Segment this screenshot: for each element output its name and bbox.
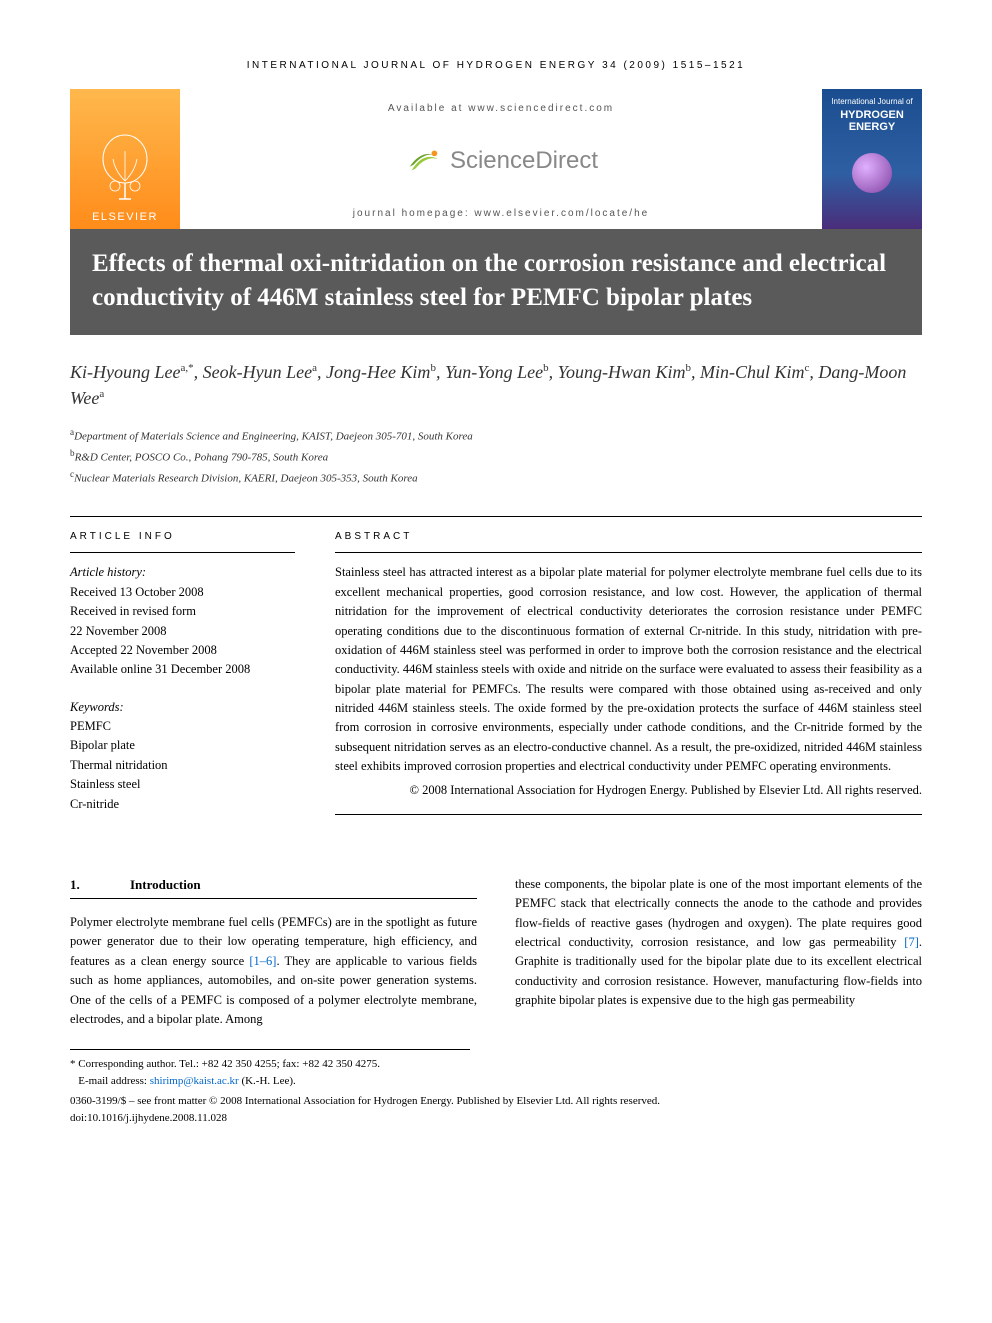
- sciencedirect-text: ScienceDirect: [450, 147, 598, 175]
- section-number: 1.: [70, 875, 130, 895]
- affiliation-line: bR&D Center, POSCO Co., Pohang 790-785, …: [70, 446, 922, 467]
- elsevier-name: ELSEVIER: [92, 211, 158, 223]
- header-center: Available at www.sciencedirect.com Scien…: [180, 89, 822, 229]
- article-info-body: Article history: Received 13 October 200…: [70, 553, 295, 814]
- affiliation-line: aDepartment of Materials Science and Eng…: [70, 425, 922, 446]
- doi-line: doi:10.1016/j.ijhydene.2008.11.028: [70, 1110, 922, 1127]
- abstract-body: Stainless steel has attracted interest a…: [335, 553, 922, 815]
- sciencedirect-logo[interactable]: ScienceDirect: [404, 142, 598, 180]
- cover-title-main: HYDROGEN ENERGY: [826, 109, 918, 133]
- abstract-heading: ABSTRACT: [335, 517, 922, 553]
- front-matter-line: 0360-3199/$ – see front matter © 2008 In…: [70, 1093, 922, 1110]
- section-title: Introduction: [130, 877, 201, 892]
- abstract-text: Stainless steel has attracted interest a…: [335, 565, 922, 773]
- intro-paragraph-1: Polymer electrolyte membrane fuel cells …: [70, 913, 477, 1029]
- cover-sphere-graphic: [852, 153, 892, 193]
- abstract-column: ABSTRACT Stainless steel has attracted i…: [335, 517, 922, 815]
- body-columns: 1.Introduction Polymer electrolyte membr…: [70, 875, 922, 1029]
- abstract-copyright: © 2008 International Association for Hyd…: [335, 781, 922, 800]
- elsevier-logo[interactable]: ELSEVIER: [70, 89, 180, 229]
- info-abstract-row: ARTICLE INFO Article history: Received 1…: [70, 516, 922, 815]
- intro-paragraph-2: these components, the bipolar plate is o…: [515, 875, 922, 1011]
- email-line: E-mail address: shirimp@kaist.ac.kr (K.-…: [70, 1073, 470, 1090]
- keywords-label: Keywords:: [70, 698, 295, 717]
- journal-homepage-text: journal homepage: www.elsevier.com/locat…: [353, 208, 649, 219]
- running-head: INTERNATIONAL JOURNAL OF HYDROGEN ENERGY…: [70, 60, 922, 71]
- cover-title-small: International Journal of: [831, 97, 912, 107]
- affiliation-line: cNuclear Materials Research Division, KA…: [70, 467, 922, 488]
- email-link[interactable]: shirimp@kaist.ac.kr: [150, 1075, 239, 1087]
- header-band: ELSEVIER Available at www.sciencedirect.…: [70, 89, 922, 229]
- title-band: Effects of thermal oxi-nitridation on th…: [70, 229, 922, 335]
- available-at-text: Available at www.sciencedirect.com: [388, 103, 614, 114]
- article-info-heading: ARTICLE INFO: [70, 517, 295, 553]
- affiliations: aDepartment of Materials Science and Eng…: [70, 425, 922, 489]
- reference-link-1-6[interactable]: [1–6]: [249, 954, 276, 968]
- section-heading: 1.Introduction: [70, 875, 477, 899]
- reference-link-7[interactable]: [7]: [904, 935, 919, 949]
- sciencedirect-swoosh-icon: [404, 142, 442, 180]
- history-lines: Received 13 October 2008Received in revi…: [70, 585, 250, 677]
- body-column-left: 1.Introduction Polymer electrolyte membr…: [70, 875, 477, 1029]
- article-title: Effects of thermal oxi-nitridation on th…: [92, 247, 900, 315]
- elsevier-tree-icon: [95, 131, 155, 211]
- body-column-right: these components, the bipolar plate is o…: [515, 875, 922, 1029]
- authors-list: Ki-Hyoung Leea,*, Seok-Hyun Leea, Jong-H…: [70, 359, 922, 411]
- journal-cover[interactable]: International Journal of HYDROGEN ENERGY: [822, 89, 922, 229]
- history-label: Article history:: [70, 565, 146, 579]
- bottom-meta: 0360-3199/$ – see front matter © 2008 In…: [70, 1093, 922, 1126]
- corresponding-author: * Corresponding author. Tel.: +82 42 350…: [70, 1056, 470, 1073]
- keywords-lines: PEMFCBipolar plateThermal nitridationSta…: [70, 719, 168, 811]
- article-info-column: ARTICLE INFO Article history: Received 1…: [70, 517, 295, 815]
- footnotes: * Corresponding author. Tel.: +82 42 350…: [70, 1049, 470, 1089]
